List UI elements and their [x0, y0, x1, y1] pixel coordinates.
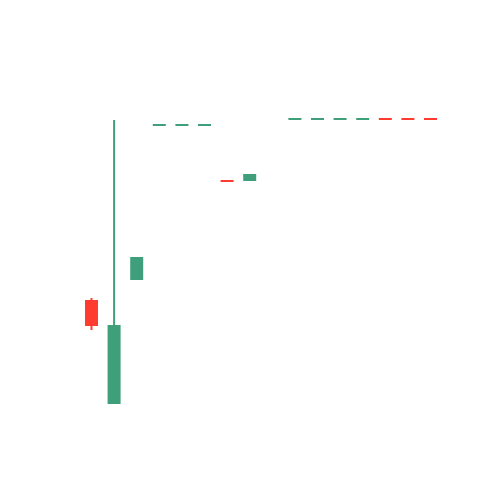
candle-body: [401, 118, 415, 120]
candle-5: [175, 124, 189, 126]
candle-15: [401, 118, 415, 120]
candle-13: [356, 118, 370, 120]
candle-3: [130, 257, 144, 280]
candle-body: [152, 124, 166, 126]
candle-10: [288, 118, 302, 120]
candle-7: [220, 180, 234, 182]
candle-body: [333, 118, 347, 120]
candle-body: [424, 118, 437, 120]
candle-body: [220, 180, 234, 182]
candle-16: [424, 118, 437, 120]
candle-body: [130, 257, 144, 280]
candle-body: [378, 118, 392, 120]
candle-14: [378, 118, 392, 120]
candle-body: [107, 325, 121, 404]
candle-4: [152, 124, 166, 126]
candle-1: [85, 298, 98, 330]
candle-6: [198, 124, 211, 126]
candle-11: [311, 118, 324, 120]
candle-12: [333, 118, 347, 120]
candle-body: [243, 174, 257, 181]
candle-body: [85, 300, 98, 326]
candle-body: [175, 124, 189, 126]
candle-body: [356, 118, 370, 120]
candle-body: [311, 118, 324, 120]
candle-body: [288, 118, 302, 120]
candle-2: [107, 120, 121, 404]
candle-body: [198, 124, 211, 126]
candle-8: [243, 174, 257, 181]
